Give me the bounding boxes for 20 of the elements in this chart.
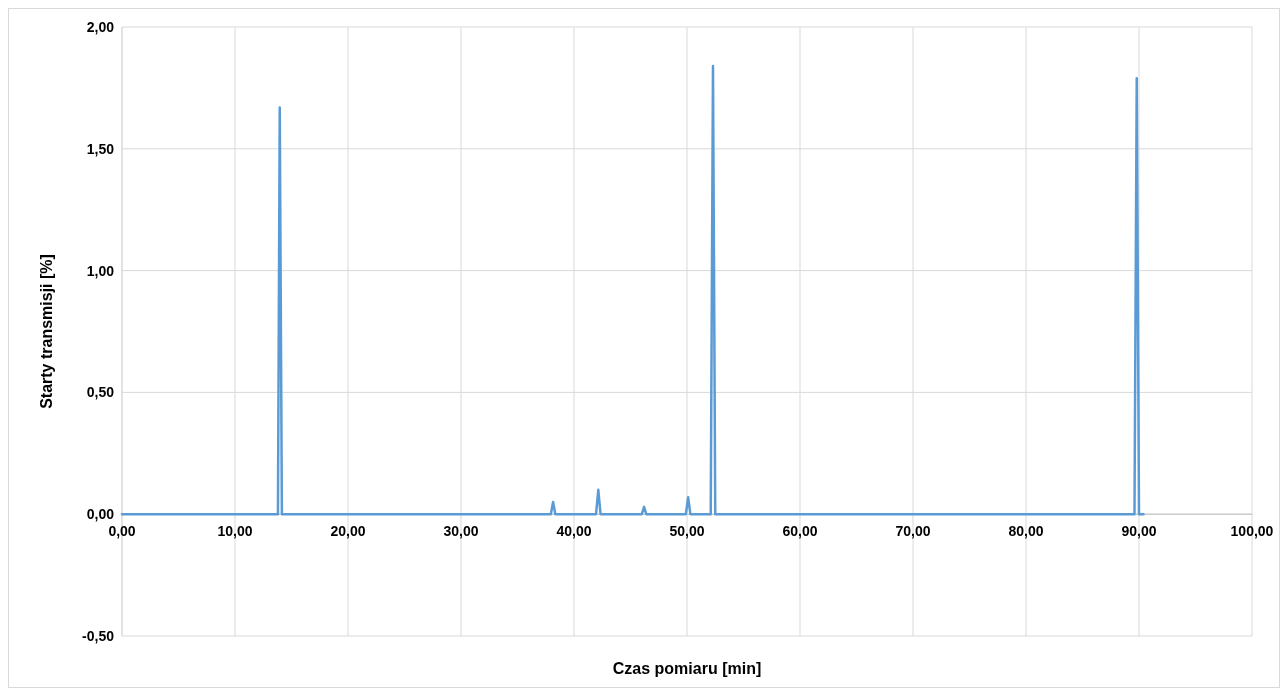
x-tick-label: 20,00 — [330, 523, 366, 540]
x-tick-label: 40,00 — [556, 523, 592, 540]
x-tick-label: 50,00 — [669, 523, 705, 540]
x-tick-label: 80,00 — [1008, 523, 1044, 540]
y-tick-label: 1,00 — [86, 262, 115, 279]
x-tick-label: 30,00 — [443, 523, 479, 540]
y-tick-label: 1,50 — [86, 140, 115, 157]
x-tick-label: 0,00 — [108, 523, 136, 540]
x-tick-label: 60,00 — [782, 523, 818, 540]
x-tick-label: 90,00 — [1121, 523, 1157, 540]
x-axis-title: Czas pomiaru [min] — [612, 660, 762, 677]
y-tick-label: 2,00 — [86, 19, 115, 35]
y-axis-title: Starty transmisji [%] — [38, 254, 55, 409]
x-tick-label: 100,00 — [1230, 523, 1274, 540]
y-tick-label: 0,00 — [86, 506, 115, 523]
y-tick-label: 0,50 — [86, 384, 115, 401]
line-series — [120, 64, 1145, 516]
x-tick-label: 70,00 — [895, 523, 931, 540]
y-tick-label: -0,50 — [82, 628, 115, 644]
x-tick-label: 10,00 — [217, 523, 253, 540]
